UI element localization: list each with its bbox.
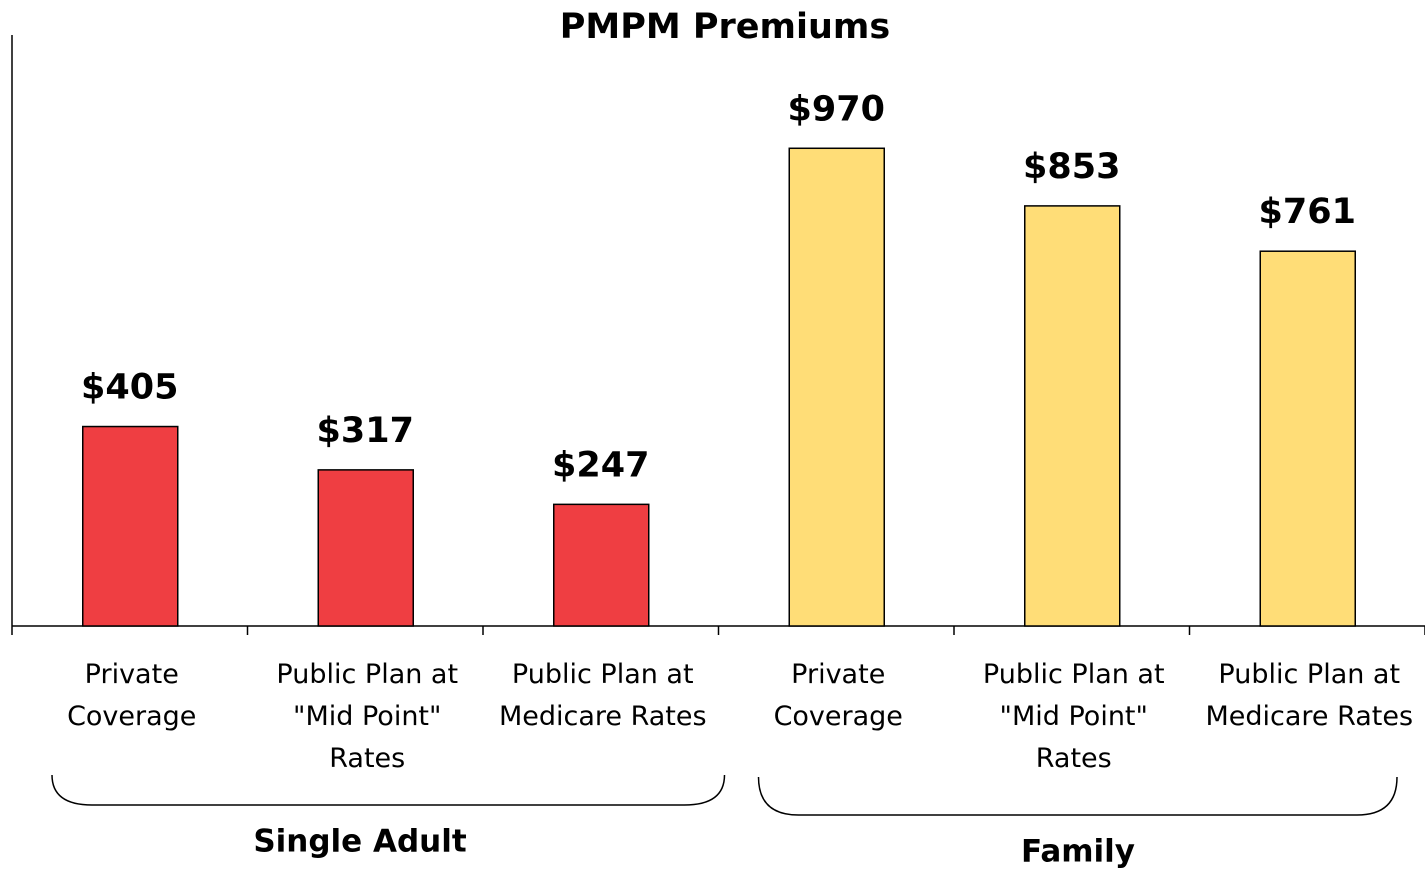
group-brace [51, 774, 726, 806]
x-tick-label: Public Plan at Medicare Rates [498, 659, 707, 732]
value-label: $970 [788, 89, 885, 129]
group-label: Single Adult [253, 824, 467, 860]
group-brace [757, 776, 1398, 816]
x-tick-label: Private Coverage [67, 659, 197, 732]
value-label: $853 [1023, 147, 1120, 187]
x-tick-label: Public Plan at "Mid Point" Rates [276, 659, 459, 774]
group-label: Family [1021, 834, 1135, 870]
value-label: $405 [81, 368, 178, 408]
value-label: $247 [552, 445, 649, 485]
bar [317, 469, 414, 627]
value-label: $761 [1259, 192, 1356, 232]
bar [553, 503, 650, 627]
x-tick-label: Public Plan at "Mid Point" Rates [982, 659, 1165, 774]
bar [788, 147, 885, 627]
bar [82, 425, 179, 627]
x-tick-label: Private Coverage [773, 659, 903, 732]
chart-title: PMPM Premiums [560, 7, 890, 47]
value-label: $317 [317, 411, 414, 451]
x-tick-label: Public Plan at Medicare Rates [1205, 659, 1414, 732]
bar [1259, 250, 1356, 627]
bar [1024, 205, 1121, 627]
